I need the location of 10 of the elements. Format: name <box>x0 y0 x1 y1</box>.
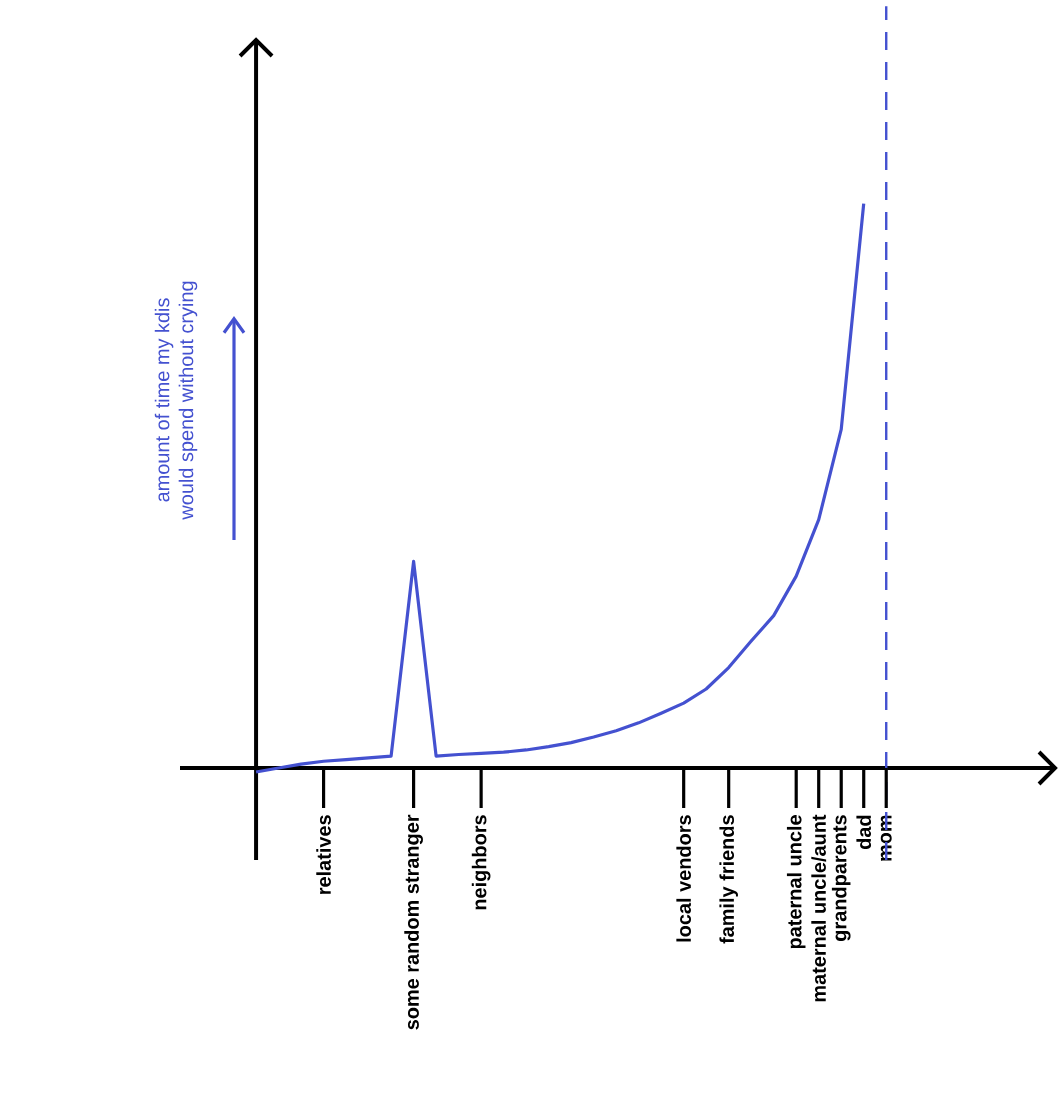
x-tick-label: maternal uncle/aunt <box>811 814 827 1002</box>
x-tick-label: neighbors <box>471 815 491 910</box>
x-tick-label: local vendors <box>676 815 691 942</box>
x-tick-label: dad <box>856 815 872 850</box>
x-tick-label: family friends <box>719 815 738 944</box>
x-tick-label: grandparents <box>831 815 851 941</box>
x-tick-label: paternal uncle <box>786 815 806 949</box>
y-axis-title: amount of time my kdis would spend without crying <box>154 281 198 520</box>
x-tick-label: relatives <box>316 815 331 894</box>
x-tick-label: some random stranger <box>404 814 423 1030</box>
